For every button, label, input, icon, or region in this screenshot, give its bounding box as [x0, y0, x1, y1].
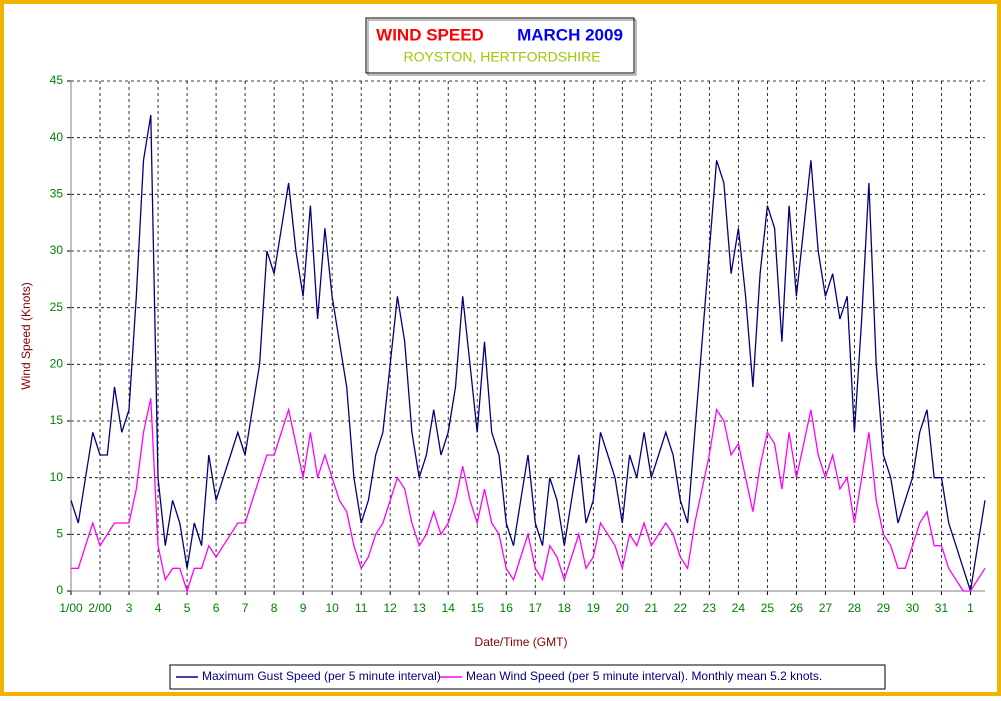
x-tick-label: 1/00: [59, 601, 83, 615]
x-tick-label: 22: [674, 601, 688, 615]
series-line: [71, 398, 986, 594]
x-tick-label: 16: [500, 601, 514, 615]
x-tick-label: 3: [126, 601, 133, 615]
y-axis-label: Wind Speed (Knots): [19, 282, 33, 389]
x-tick-label: 9: [300, 601, 307, 615]
x-tick-label: 30: [906, 601, 920, 615]
legend-label: Mean Wind Speed (per 5 minute interval).…: [466, 669, 822, 683]
y-tick-label: 10: [50, 470, 64, 484]
x-tick-label: 14: [442, 601, 456, 615]
x-tick-label: 20: [616, 601, 630, 615]
y-tick-label: 5: [56, 527, 63, 541]
x-axis-label: Date/Time (GMT): [475, 635, 568, 649]
x-tick-label: 24: [732, 601, 746, 615]
y-tick-label: 15: [50, 413, 64, 427]
y-tick-label: 40: [50, 130, 64, 144]
x-tick-label: 13: [413, 601, 427, 615]
legend-box: [169, 664, 886, 690]
x-tick-label: 26: [790, 601, 804, 615]
x-tick-label: 21: [645, 601, 659, 615]
chart-title-month: MARCH 2009: [517, 25, 623, 44]
series-line: [70, 114, 986, 592]
x-tick-label: 23: [703, 601, 717, 615]
x-tick-label: 10: [325, 601, 339, 615]
x-tick-label: 17: [529, 601, 543, 615]
x-tick-label: 7: [242, 601, 249, 615]
chart-subtitle: ROYSTON, HERTFORDSHIRE: [403, 49, 600, 65]
title-shadow: [367, 19, 637, 76]
y-tick-label: 20: [50, 357, 64, 371]
x-tick-label: 1: [967, 601, 974, 615]
legend-label: Maximum Gust Speed (per 5 minute interva…: [202, 669, 441, 683]
x-tick-label: 12: [383, 601, 397, 615]
x-tick-label: 2/00: [88, 601, 112, 615]
x-tick-label: 11: [355, 601, 368, 615]
x-tick-label: 6: [213, 601, 220, 615]
x-tick-label: 19: [587, 601, 601, 615]
x-tick-label: 15: [471, 601, 485, 615]
title-box: [365, 17, 635, 74]
x-tick-label: 4: [155, 601, 162, 615]
y-tick-label: 35: [50, 187, 64, 201]
x-tick-label: 5: [184, 601, 191, 615]
x-tick-label: 25: [761, 601, 775, 615]
x-tick-label: 28: [848, 601, 862, 615]
y-tick-label: 45: [50, 73, 64, 87]
chart-title: WIND SPEED: [376, 25, 484, 44]
y-tick-label: 25: [50, 300, 64, 314]
x-tick-label: 31: [935, 601, 949, 615]
y-tick-label: 0: [56, 583, 63, 597]
y-tick-label: 30: [50, 243, 64, 257]
x-tick-label: 18: [558, 601, 572, 615]
x-tick-label: 8: [271, 601, 278, 615]
x-tick-label: 27: [819, 601, 833, 615]
x-tick-label: 29: [877, 601, 891, 615]
